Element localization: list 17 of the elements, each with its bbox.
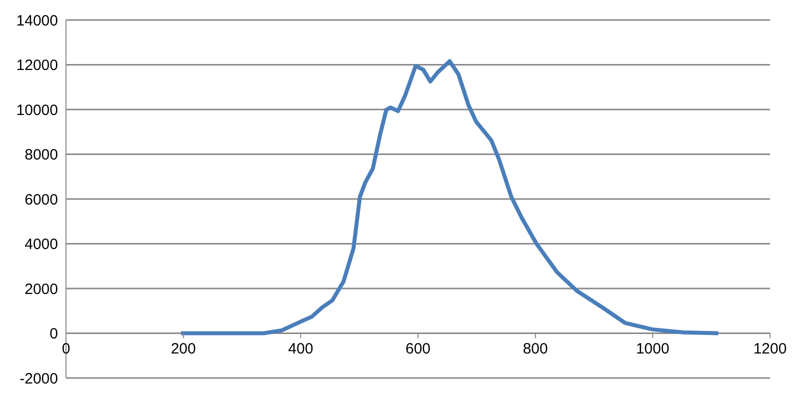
y-tick-label: 12000 <box>16 57 58 74</box>
line-series <box>178 59 720 336</box>
x-tick-label: 0 <box>62 340 70 358</box>
y-tick-label: 4000 <box>24 236 58 254</box>
y-tick-label: 10000 <box>16 102 58 119</box>
x-tick-label: 1000 <box>636 340 670 358</box>
y-tick-label: 8000 <box>24 146 58 164</box>
x-tick-label: 800 <box>522 340 548 358</box>
x-tick-label: 200 <box>170 340 196 358</box>
x-tick-label: 1200 <box>753 340 787 358</box>
y-tick-label: -2000 <box>20 370 58 388</box>
y-tick-label: 0 <box>50 326 58 343</box>
x-tick-label: 600 <box>405 340 431 358</box>
x-tick-label: 400 <box>288 340 314 358</box>
y-tick-label: 14000 <box>16 12 58 30</box>
y-tick-label: 2000 <box>24 280 58 298</box>
y-tick-label: 6000 <box>24 191 58 208</box>
